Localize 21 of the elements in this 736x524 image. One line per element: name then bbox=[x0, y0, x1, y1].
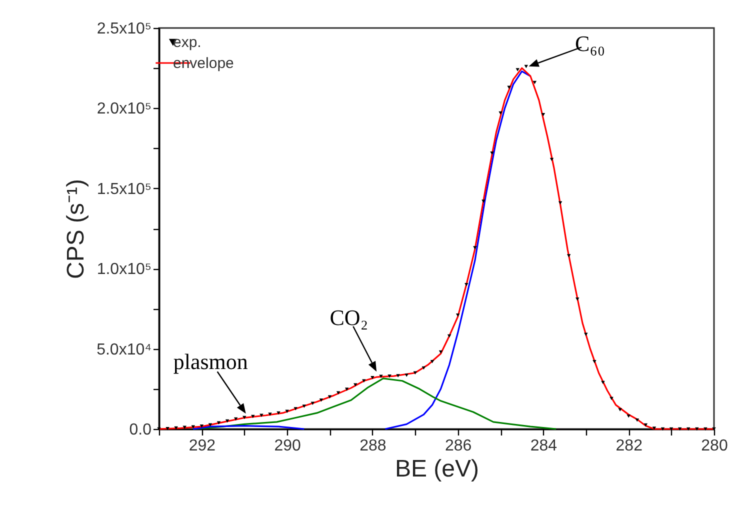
x-tick-label: 286 bbox=[444, 438, 472, 454]
annotation: CO₂ bbox=[330, 305, 368, 330]
y-tick-label: 2.0x10⁵ bbox=[96, 100, 152, 118]
legend-label: exp. bbox=[173, 34, 202, 51]
x-tick-label: 292 bbox=[188, 438, 216, 454]
text: envelope bbox=[173, 55, 234, 72]
x-axis-title: BE (eV) bbox=[394, 456, 480, 482]
y-tick-label: 0.0 bbox=[129, 422, 152, 438]
y-tick-label: 2.5x10⁵ bbox=[96, 20, 152, 38]
x-tick-label: 280 bbox=[701, 438, 728, 454]
y-tick-label: 1.0x10⁵ bbox=[96, 261, 152, 278]
x-tick-label: 290 bbox=[274, 438, 302, 454]
y-axis-title: CPS (s⁻¹) bbox=[62, 179, 90, 279]
line-series bbox=[384, 70, 532, 430]
x-tick-label: 284 bbox=[530, 438, 558, 454]
y-tick-label: 5.0x10⁴ bbox=[96, 341, 152, 358]
annotation: C₆₀ bbox=[575, 31, 606, 56]
annotation: plasmon bbox=[173, 348, 248, 374]
y-tick-label: 1.5x10⁵ bbox=[96, 180, 152, 198]
x-tick-label: 282 bbox=[616, 438, 643, 454]
x-tick-label: 288 bbox=[360, 438, 386, 454]
